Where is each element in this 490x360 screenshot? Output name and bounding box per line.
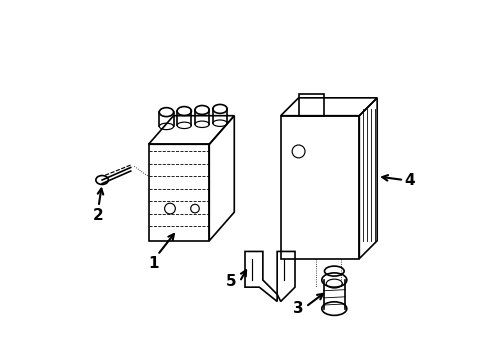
Text: 2: 2 [93,208,104,223]
Text: 1: 1 [148,256,159,271]
Text: 4: 4 [404,172,415,188]
Text: 3: 3 [294,301,304,316]
Text: 5: 5 [225,274,236,289]
